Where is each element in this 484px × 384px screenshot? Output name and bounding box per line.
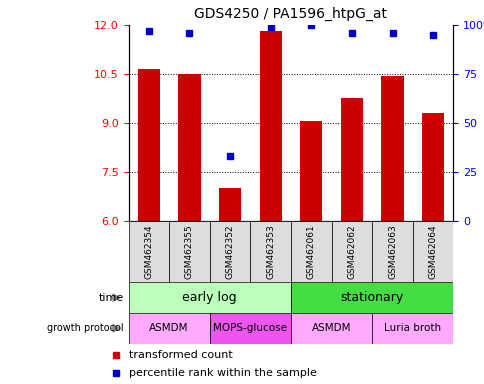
Text: percentile rank within the sample: percentile rank within the sample	[128, 368, 316, 378]
Bar	[331, 221, 372, 282]
Text: GSM462063: GSM462063	[387, 224, 396, 279]
Text: MOPS-glucose: MOPS-glucose	[213, 323, 287, 333]
Bar	[128, 221, 169, 282]
Bar	[290, 282, 453, 313]
Text: ASMDM: ASMDM	[149, 323, 188, 333]
Bar	[290, 313, 372, 344]
Text: stationary: stationary	[340, 291, 403, 304]
Bar	[209, 221, 250, 282]
Title: GDS4250 / PA1596_htpG_at: GDS4250 / PA1596_htpG_at	[194, 7, 387, 21]
Bar	[340, 98, 363, 221]
Bar	[290, 221, 331, 282]
Text: GSM462354: GSM462354	[144, 224, 153, 279]
Text: early log: early log	[182, 291, 237, 304]
Bar	[372, 221, 412, 282]
Bar	[128, 282, 290, 313]
Text: GSM462061: GSM462061	[306, 224, 315, 279]
Bar	[128, 313, 209, 344]
Text: transformed count: transformed count	[128, 350, 232, 360]
Bar	[380, 76, 403, 221]
Text: ASMDM: ASMDM	[311, 323, 350, 333]
Bar	[300, 121, 322, 221]
Bar	[178, 74, 200, 221]
Bar	[209, 313, 290, 344]
Text: time: time	[98, 293, 123, 303]
Text: growth protocol: growth protocol	[47, 323, 123, 333]
Bar	[250, 221, 290, 282]
Text: Luria broth: Luria broth	[383, 323, 440, 333]
Bar	[137, 69, 160, 221]
Text: GSM462352: GSM462352	[225, 224, 234, 279]
Bar	[421, 113, 443, 221]
Bar	[259, 31, 281, 221]
Text: GSM462355: GSM462355	[184, 224, 194, 279]
Bar	[372, 313, 453, 344]
Text: GSM462062: GSM462062	[347, 224, 356, 279]
Bar	[412, 221, 453, 282]
Text: GSM462353: GSM462353	[266, 224, 274, 279]
Bar	[169, 221, 209, 282]
Text: GSM462064: GSM462064	[428, 224, 437, 279]
Bar	[218, 188, 241, 221]
